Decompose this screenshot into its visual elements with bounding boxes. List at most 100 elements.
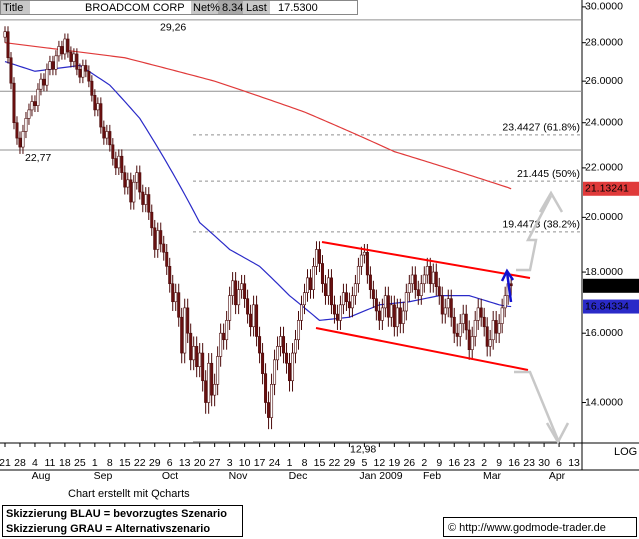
candle-body	[252, 304, 256, 328]
candle-body	[129, 179, 133, 203]
candle-body	[183, 307, 187, 354]
month-label: Jan 2009	[359, 470, 402, 482]
blue-arrowhead	[500, 268, 515, 282]
x-tick-label: 4	[32, 457, 38, 469]
candle-body	[314, 249, 318, 267]
x-tick-label: 25	[74, 457, 86, 469]
x-tick-label: 20	[194, 457, 206, 469]
candle-body	[132, 181, 136, 203]
x-tick-label: 13	[179, 457, 191, 469]
last-value-box	[583, 299, 639, 314]
x-tick-label: 29	[344, 457, 356, 469]
candle-body	[488, 339, 492, 347]
candle-body	[174, 292, 178, 303]
candle-body	[123, 172, 127, 188]
candle-body	[273, 359, 277, 385]
candle-body	[479, 307, 483, 318]
gray-arrow-up	[516, 195, 553, 272]
candle-body	[210, 362, 214, 396]
x-tick-label: 18	[59, 457, 71, 469]
candle-body	[153, 227, 157, 250]
candle-body	[72, 53, 76, 62]
channel-upper	[321, 241, 531, 279]
candle-body	[341, 292, 345, 306]
candle-body	[222, 332, 226, 341]
candle-body	[443, 307, 447, 315]
x-tick-label: 22	[329, 457, 341, 469]
candle-body	[189, 332, 193, 361]
candle-body	[404, 292, 408, 312]
blue-arrow	[505, 271, 513, 303]
x-tick-label: 9	[436, 457, 442, 469]
candle-body	[383, 295, 387, 309]
candle-body	[434, 271, 438, 287]
candle-body	[144, 194, 148, 205]
candle-body	[243, 283, 247, 299]
gray-arrowhead-up	[538, 190, 564, 213]
x-tick-label: 2	[421, 457, 427, 469]
candle-body	[69, 51, 73, 62]
channel-lower	[315, 327, 529, 371]
candle-body	[18, 137, 22, 148]
candle-body	[201, 352, 205, 382]
candle-body	[297, 320, 301, 341]
x-tick-label: 8	[302, 457, 308, 469]
candle-body	[90, 80, 94, 96]
candle-body	[9, 57, 13, 84]
candle-body	[276, 346, 280, 361]
legend-box	[2, 505, 243, 537]
candle-body	[264, 373, 268, 403]
candle-body	[120, 155, 124, 173]
candle-body	[416, 289, 420, 296]
x-tick-label: 24	[269, 457, 281, 469]
candle-body	[419, 283, 423, 296]
candle-body	[6, 31, 10, 59]
candle-body	[195, 346, 199, 368]
x-tick-label: 15	[314, 457, 326, 469]
candle-body	[267, 402, 271, 418]
candle-body	[162, 243, 166, 253]
candle-body	[96, 103, 100, 111]
candle-body	[81, 65, 85, 78]
header-net-label: Net%	[193, 2, 220, 14]
x-tick-label: 2	[481, 457, 487, 469]
candle-body	[494, 320, 498, 334]
candle-body	[54, 55, 58, 70]
month-label: Mar	[483, 470, 502, 482]
candle-body	[30, 101, 34, 111]
x-tick-label: 23	[523, 457, 535, 469]
candle-body	[386, 295, 390, 318]
note-gray: Skizzierung GRAU = Alternativszenario	[6, 523, 210, 535]
header-cell	[191, 0, 218, 14]
candle-body	[509, 283, 513, 287]
candle-body	[320, 263, 324, 285]
candle-body	[240, 283, 244, 290]
candle-body	[476, 307, 480, 321]
candle-body	[135, 172, 139, 183]
candle-body	[371, 289, 375, 299]
candle-body	[503, 295, 507, 309]
candle-body	[491, 320, 495, 341]
candle-body	[437, 286, 441, 296]
y-tick-label: 30.0000	[585, 1, 623, 13]
candle-body	[338, 304, 342, 321]
candle-body	[317, 249, 321, 264]
candle-body	[78, 69, 82, 78]
candle-body	[407, 283, 411, 293]
candle-body	[461, 313, 465, 324]
candle-body	[458, 323, 462, 337]
candle-body	[311, 266, 315, 290]
candle-body	[353, 283, 357, 296]
candle-body	[231, 280, 235, 296]
level-label: 12,98	[350, 444, 376, 456]
x-tick-label: 13	[568, 457, 580, 469]
header-last: 17.5300	[278, 2, 318, 14]
fib-label: 19.4473 (38.2%)	[502, 219, 580, 231]
candle-body	[87, 70, 91, 82]
y-tick-label: 26.0000	[585, 75, 623, 87]
candle-body	[431, 271, 435, 285]
candle-body	[12, 82, 16, 124]
candle-body	[105, 131, 109, 139]
candle-body	[213, 384, 217, 396]
